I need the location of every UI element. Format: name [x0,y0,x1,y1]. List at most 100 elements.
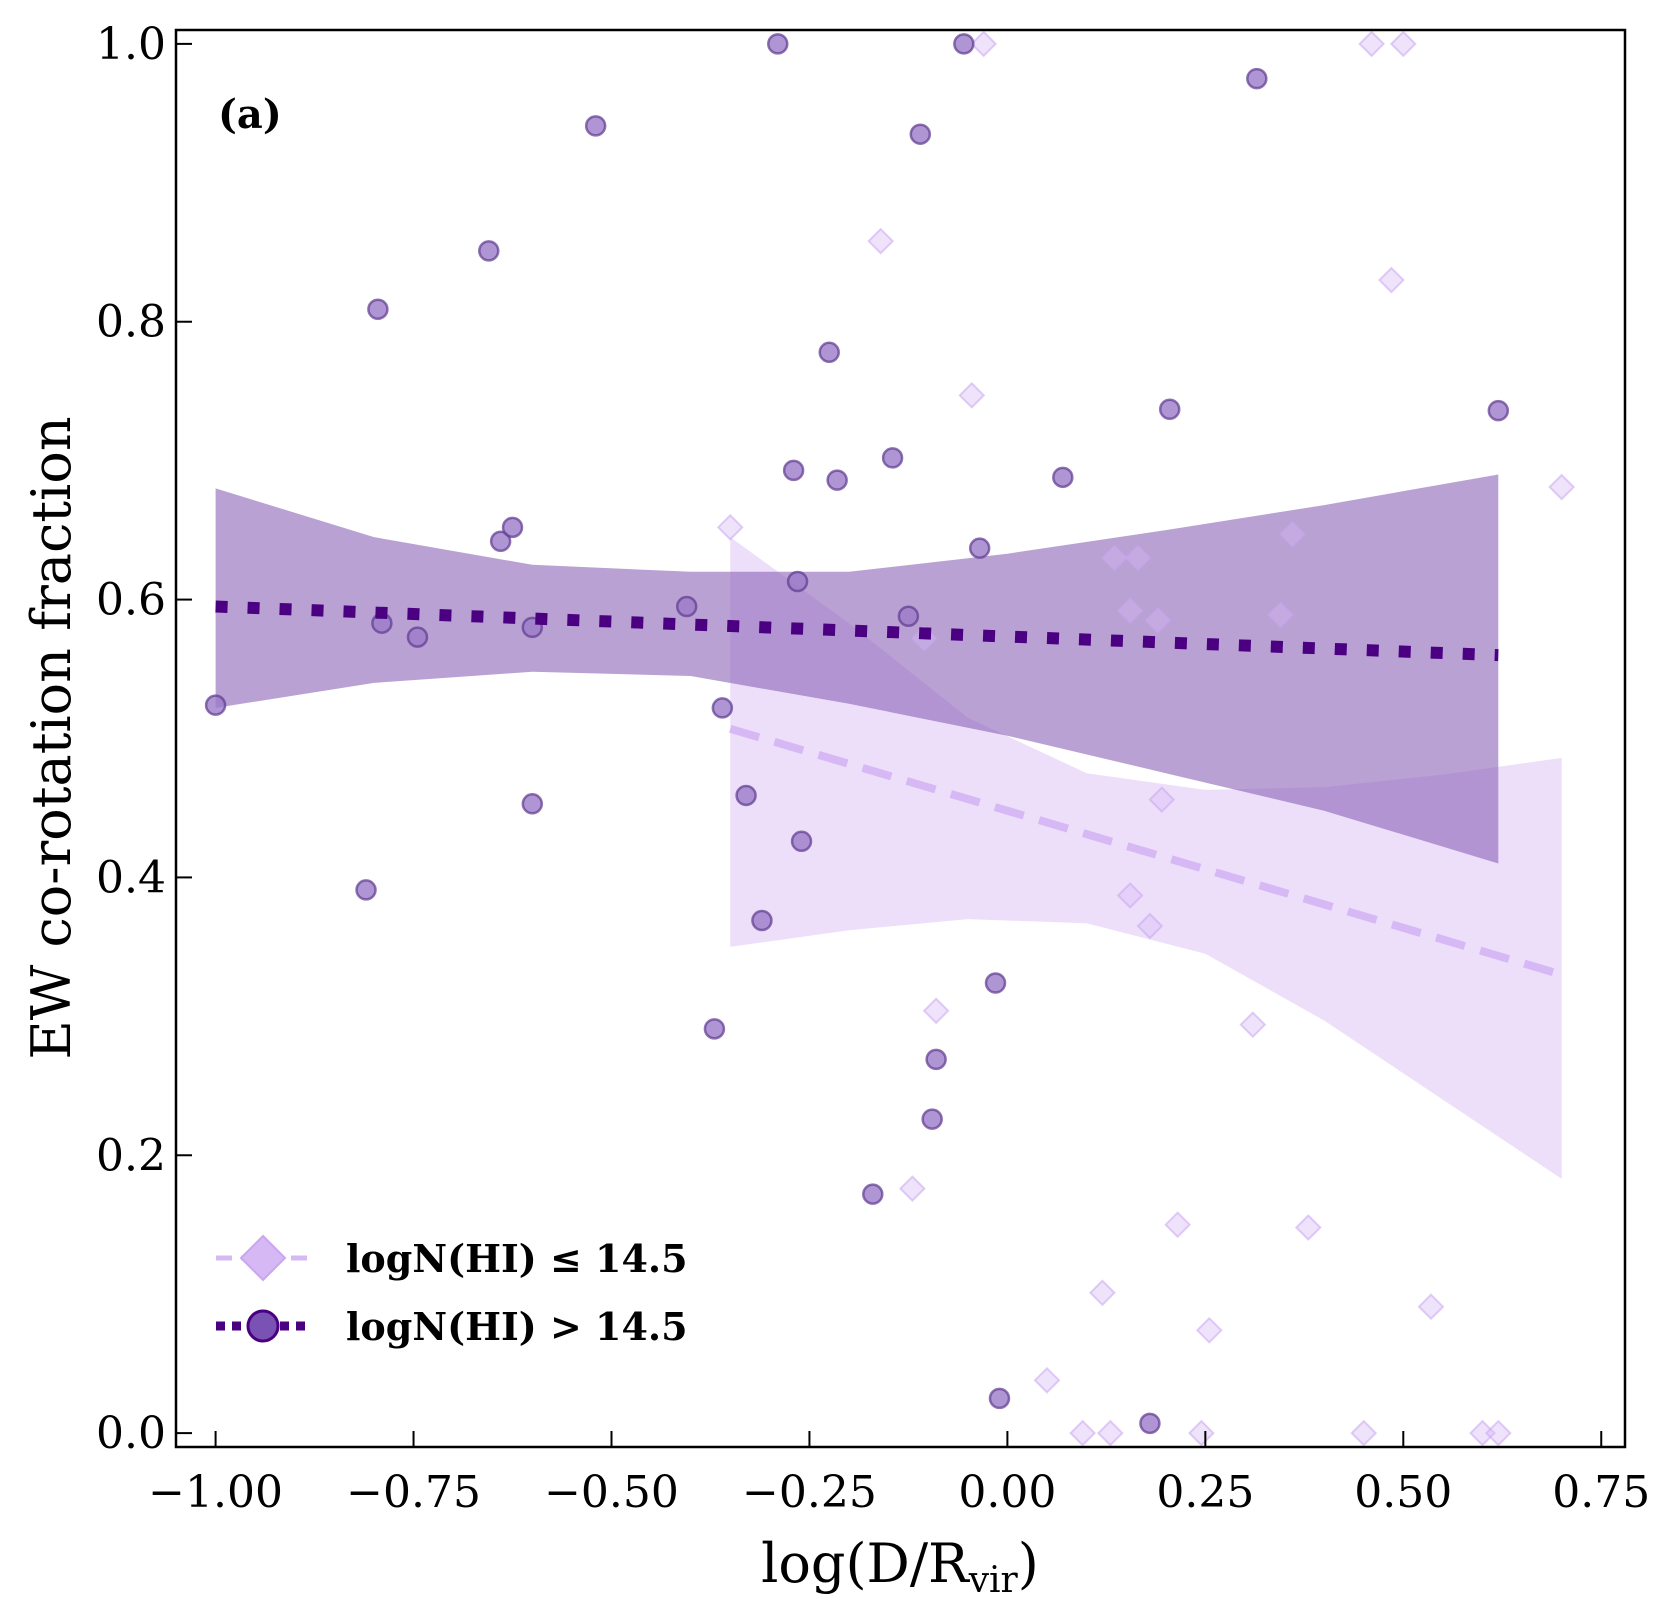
data-point-circle [925,1048,947,1071]
data-point-diamond [1100,544,1128,572]
data-point-diamond [1187,1419,1215,1447]
data-point-circle [1246,67,1268,90]
data-point-diamond [867,227,895,255]
plot-frame [174,28,1627,1449]
data-point-circle [767,33,789,55]
data-point-circle [968,537,991,559]
confidence-bands [215,474,1562,1179]
x-axis-title: log(D/Rvir) [761,1532,1039,1601]
data-point-diamond [1164,1211,1192,1239]
fit-lines [215,600,1563,979]
y-tick-label: 0.4 [96,852,166,903]
data-point-circle [862,1183,884,1205]
data-point-circle [953,33,975,55]
data-point-diamond [1358,30,1386,58]
x-tick-label: 0.50 [1354,1467,1452,1518]
data-point-diamond [1417,1293,1445,1321]
data-point-diamond [1096,1419,1124,1447]
legend: logN(HI) ≤ 14.5 logN(HI) > 14.5 [216,1234,688,1349]
data-point-circle [489,530,512,552]
data-point-circle [984,972,1007,994]
data-point-circle [782,459,805,482]
x-tick-label: −1.00 [148,1467,283,1518]
data-point-diamond [1033,1366,1061,1394]
data-point-diamond [1069,1419,1097,1447]
data-point-circle [406,626,429,648]
data-point-circle [790,830,813,853]
data-point-circle [786,570,809,593]
fit-line-low [729,724,1563,979]
data-point-diamond [1279,520,1306,548]
data-point-diamond [1195,1316,1223,1344]
data-point-diamond [958,381,986,409]
data-point-diamond [922,997,950,1025]
data-point-circle [584,115,607,137]
data-points [204,30,1576,1447]
data-point-diamond [970,30,998,58]
x-axis: −1.00 −0.75 −0.50 −0.25 0.00 0.25 0.50 0.75 [148,1431,1650,1518]
data-point-circle [367,298,389,320]
data-point-diamond [1294,1214,1322,1241]
data-point-circle [521,793,544,815]
x-tick-label: 0.25 [1156,1467,1254,1518]
y-axis-title: EW co-rotation fraction [20,416,83,1059]
data-point-circle [1158,398,1181,421]
data-point-diamond [1378,266,1405,294]
data-point-diamond [1548,473,1576,501]
data-point-diamond [1136,912,1164,940]
data-point-diamond [1116,597,1144,625]
data-point-diamond [1148,786,1176,814]
x-axis-title-subscript: vir [968,1560,1019,1601]
data-point-circle [735,784,757,807]
x-tick-label: 0.00 [958,1467,1056,1518]
y-tick-label: 0.8 [96,297,166,348]
y-axis: 0.0 0.2 0.4 0.6 0.8 1.0 [96,19,192,1459]
data-point-diamond [898,1175,926,1203]
x-tick-label: −0.50 [544,1467,679,1518]
data-point-diamond [1144,607,1172,634]
data-point-diamond [1389,30,1417,58]
data-point-circle [1139,1412,1161,1435]
data-point-circle [711,697,734,719]
x-tick-label: −0.25 [742,1467,877,1518]
data-point-diamond [1484,1419,1512,1447]
data-point-circle [703,1018,726,1040]
legend-label-high: logN(HI) > 14.5 [346,1304,688,1349]
legend-label-low: logN(HI) ≤ 14.5 [346,1236,688,1281]
data-point-circle [1052,466,1074,489]
data-point-diamond [1239,1011,1267,1039]
data-point-circle [751,909,773,932]
data-point-circle [204,694,227,716]
data-point-circle [897,605,920,627]
y-tick-label: 0.6 [96,575,166,626]
y-tick-label: 0.0 [96,1408,166,1459]
data-point-diamond [716,513,744,541]
data-point-diamond [1088,1279,1116,1307]
legend-marker-circle [246,1309,280,1343]
x-tick-label: 0.75 [1552,1467,1650,1518]
data-point-circle [501,516,524,539]
data-point-diamond [1350,1419,1378,1447]
fit-line-high [215,600,1499,662]
legend-marker-diamond [239,1234,287,1282]
data-point-circle [826,469,848,491]
data-point-circle [818,341,840,364]
y-tick-label: 0.2 [96,1130,166,1181]
confidence-band-high [215,474,1499,864]
data-point-diamond [1267,601,1294,629]
x-axis-title-close: ) [1018,1532,1039,1595]
data-point-circle [355,879,377,901]
data-point-diamond [1124,544,1152,572]
data-point-circle [988,1387,1011,1410]
data-point-circle [1487,399,1510,422]
x-tick-label: −0.75 [346,1467,481,1518]
data-point-circle [478,240,500,262]
data-point-circle [675,595,698,618]
x-axis-title-main: log(D/R [761,1532,970,1595]
data-point-circle [881,447,904,469]
y-tick-label: 1.0 [96,19,166,70]
data-point-diamond [1116,882,1144,909]
panel-label: (a) [218,91,282,138]
data-point-circle [921,1108,943,1130]
